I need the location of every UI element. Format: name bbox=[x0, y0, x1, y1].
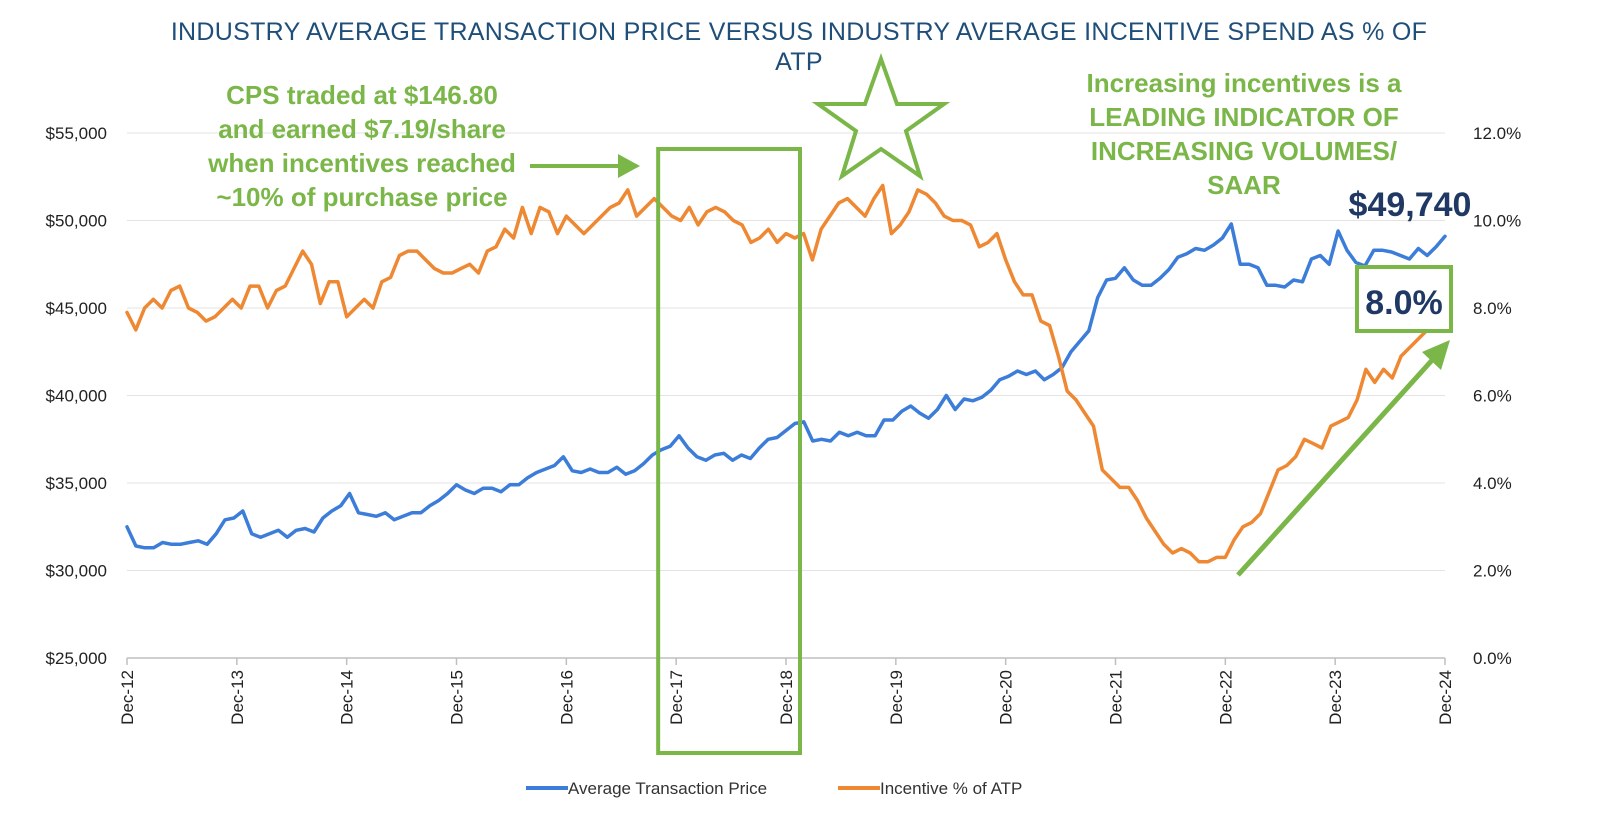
y-right-tick-label: 0.0% bbox=[1473, 649, 1512, 668]
legend-label-atp: Average Transaction Price bbox=[568, 779, 767, 798]
y-left-tick-label: $30,000 bbox=[46, 562, 107, 581]
y-left-tick-label: $40,000 bbox=[46, 387, 107, 406]
y-left-tick-label: $45,000 bbox=[46, 299, 107, 318]
annotation-left-line-3: when incentives reached bbox=[207, 148, 516, 178]
gridlines bbox=[127, 132, 1445, 571]
annotation-left-line-4: ~10% of purchase price bbox=[216, 182, 507, 212]
y-axis-left-ticks: $25,000 $30,000 $35,000 $40,000 $45,000 $50,0… bbox=[46, 124, 107, 668]
annotation-right: Increasing incentives is a LEADING INDIC… bbox=[1086, 68, 1402, 200]
annotation-left-line-2: and earned $7.19/share bbox=[218, 114, 506, 144]
star-icon bbox=[811, 53, 951, 181]
y-right-tick-label: 6.0% bbox=[1473, 387, 1512, 406]
legend: Average Transaction Price Incentive % of… bbox=[526, 779, 1022, 798]
x-tick-label: Dec-20 bbox=[997, 670, 1016, 725]
y-left-tick-label: $25,000 bbox=[46, 649, 107, 668]
x-tick-label: Dec-18 bbox=[777, 670, 796, 725]
y-right-tick-label: 4.0% bbox=[1473, 474, 1512, 493]
x-axis-ticks: Dec-12 Dec-13 Dec-14 Dec-15 Dec-16 Dec-17 Dec-… bbox=[118, 658, 1455, 725]
incentive-callout-value: 8.0% bbox=[1365, 284, 1443, 322]
x-tick-label: Dec-16 bbox=[557, 670, 576, 725]
annotation-left-line-1: CPS traded at $146.80 bbox=[226, 80, 498, 110]
annotation-left: CPS traded at $146.80 and earned $7.19/s… bbox=[207, 80, 516, 212]
y-left-tick-label: $55,000 bbox=[46, 124, 107, 143]
highlight-box-dec17-dec18 bbox=[656, 147, 803, 755]
annotation-right-line-3: INCREASING VOLUMES/ bbox=[1091, 136, 1397, 166]
x-tick-label: Dec-13 bbox=[228, 670, 247, 725]
annotation-left-arrow bbox=[530, 154, 640, 178]
x-tick-label: Dec-24 bbox=[1436, 670, 1455, 725]
y-axis-right-ticks: 0.0% 2.0% 4.0% 6.0% 8.0% 10.0% 12.0% bbox=[1473, 124, 1521, 668]
annotation-right-line-4: SAAR bbox=[1207, 170, 1281, 200]
y-left-tick-label: $50,000 bbox=[46, 212, 107, 231]
rising-arrow bbox=[1236, 340, 1450, 577]
y-right-tick-label: 2.0% bbox=[1473, 562, 1512, 581]
series-line-incentive bbox=[125, 183, 1447, 564]
y-left-tick-label: $35,000 bbox=[46, 474, 107, 493]
annotation-right-line-2: LEADING INDICATOR OF bbox=[1089, 102, 1399, 132]
y-right-tick-label: 12.0% bbox=[1473, 124, 1521, 143]
atp-callout: $49,740 bbox=[1349, 186, 1472, 224]
x-tick-label: Dec-22 bbox=[1216, 670, 1235, 725]
chart-title-line-1: INDUSTRY AVERAGE TRANSACTION PRICE VERSU… bbox=[171, 18, 1427, 46]
annotation-right-line-1: Increasing incentives is a bbox=[1086, 68, 1402, 98]
x-tick-label: Dec-23 bbox=[1326, 670, 1345, 725]
x-tick-label: Dec-19 bbox=[887, 670, 906, 725]
x-tick-label: Dec-14 bbox=[338, 670, 357, 725]
y-right-tick-label: 8.0% bbox=[1473, 299, 1512, 318]
chart-title-line-2: ATP bbox=[775, 48, 823, 76]
series-line-atp bbox=[125, 222, 1447, 550]
series-layer bbox=[125, 183, 1447, 564]
legend-label-incentive: Incentive % of ATP bbox=[880, 779, 1022, 798]
x-tick-label: Dec-17 bbox=[667, 670, 686, 725]
x-tick-label: Dec-12 bbox=[118, 670, 137, 725]
incentive-callout: 8.0% bbox=[1355, 265, 1453, 333]
x-tick-label: Dec-21 bbox=[1107, 670, 1126, 725]
y-right-tick-label: 10.0% bbox=[1473, 212, 1521, 231]
x-tick-label: Dec-15 bbox=[448, 670, 467, 725]
